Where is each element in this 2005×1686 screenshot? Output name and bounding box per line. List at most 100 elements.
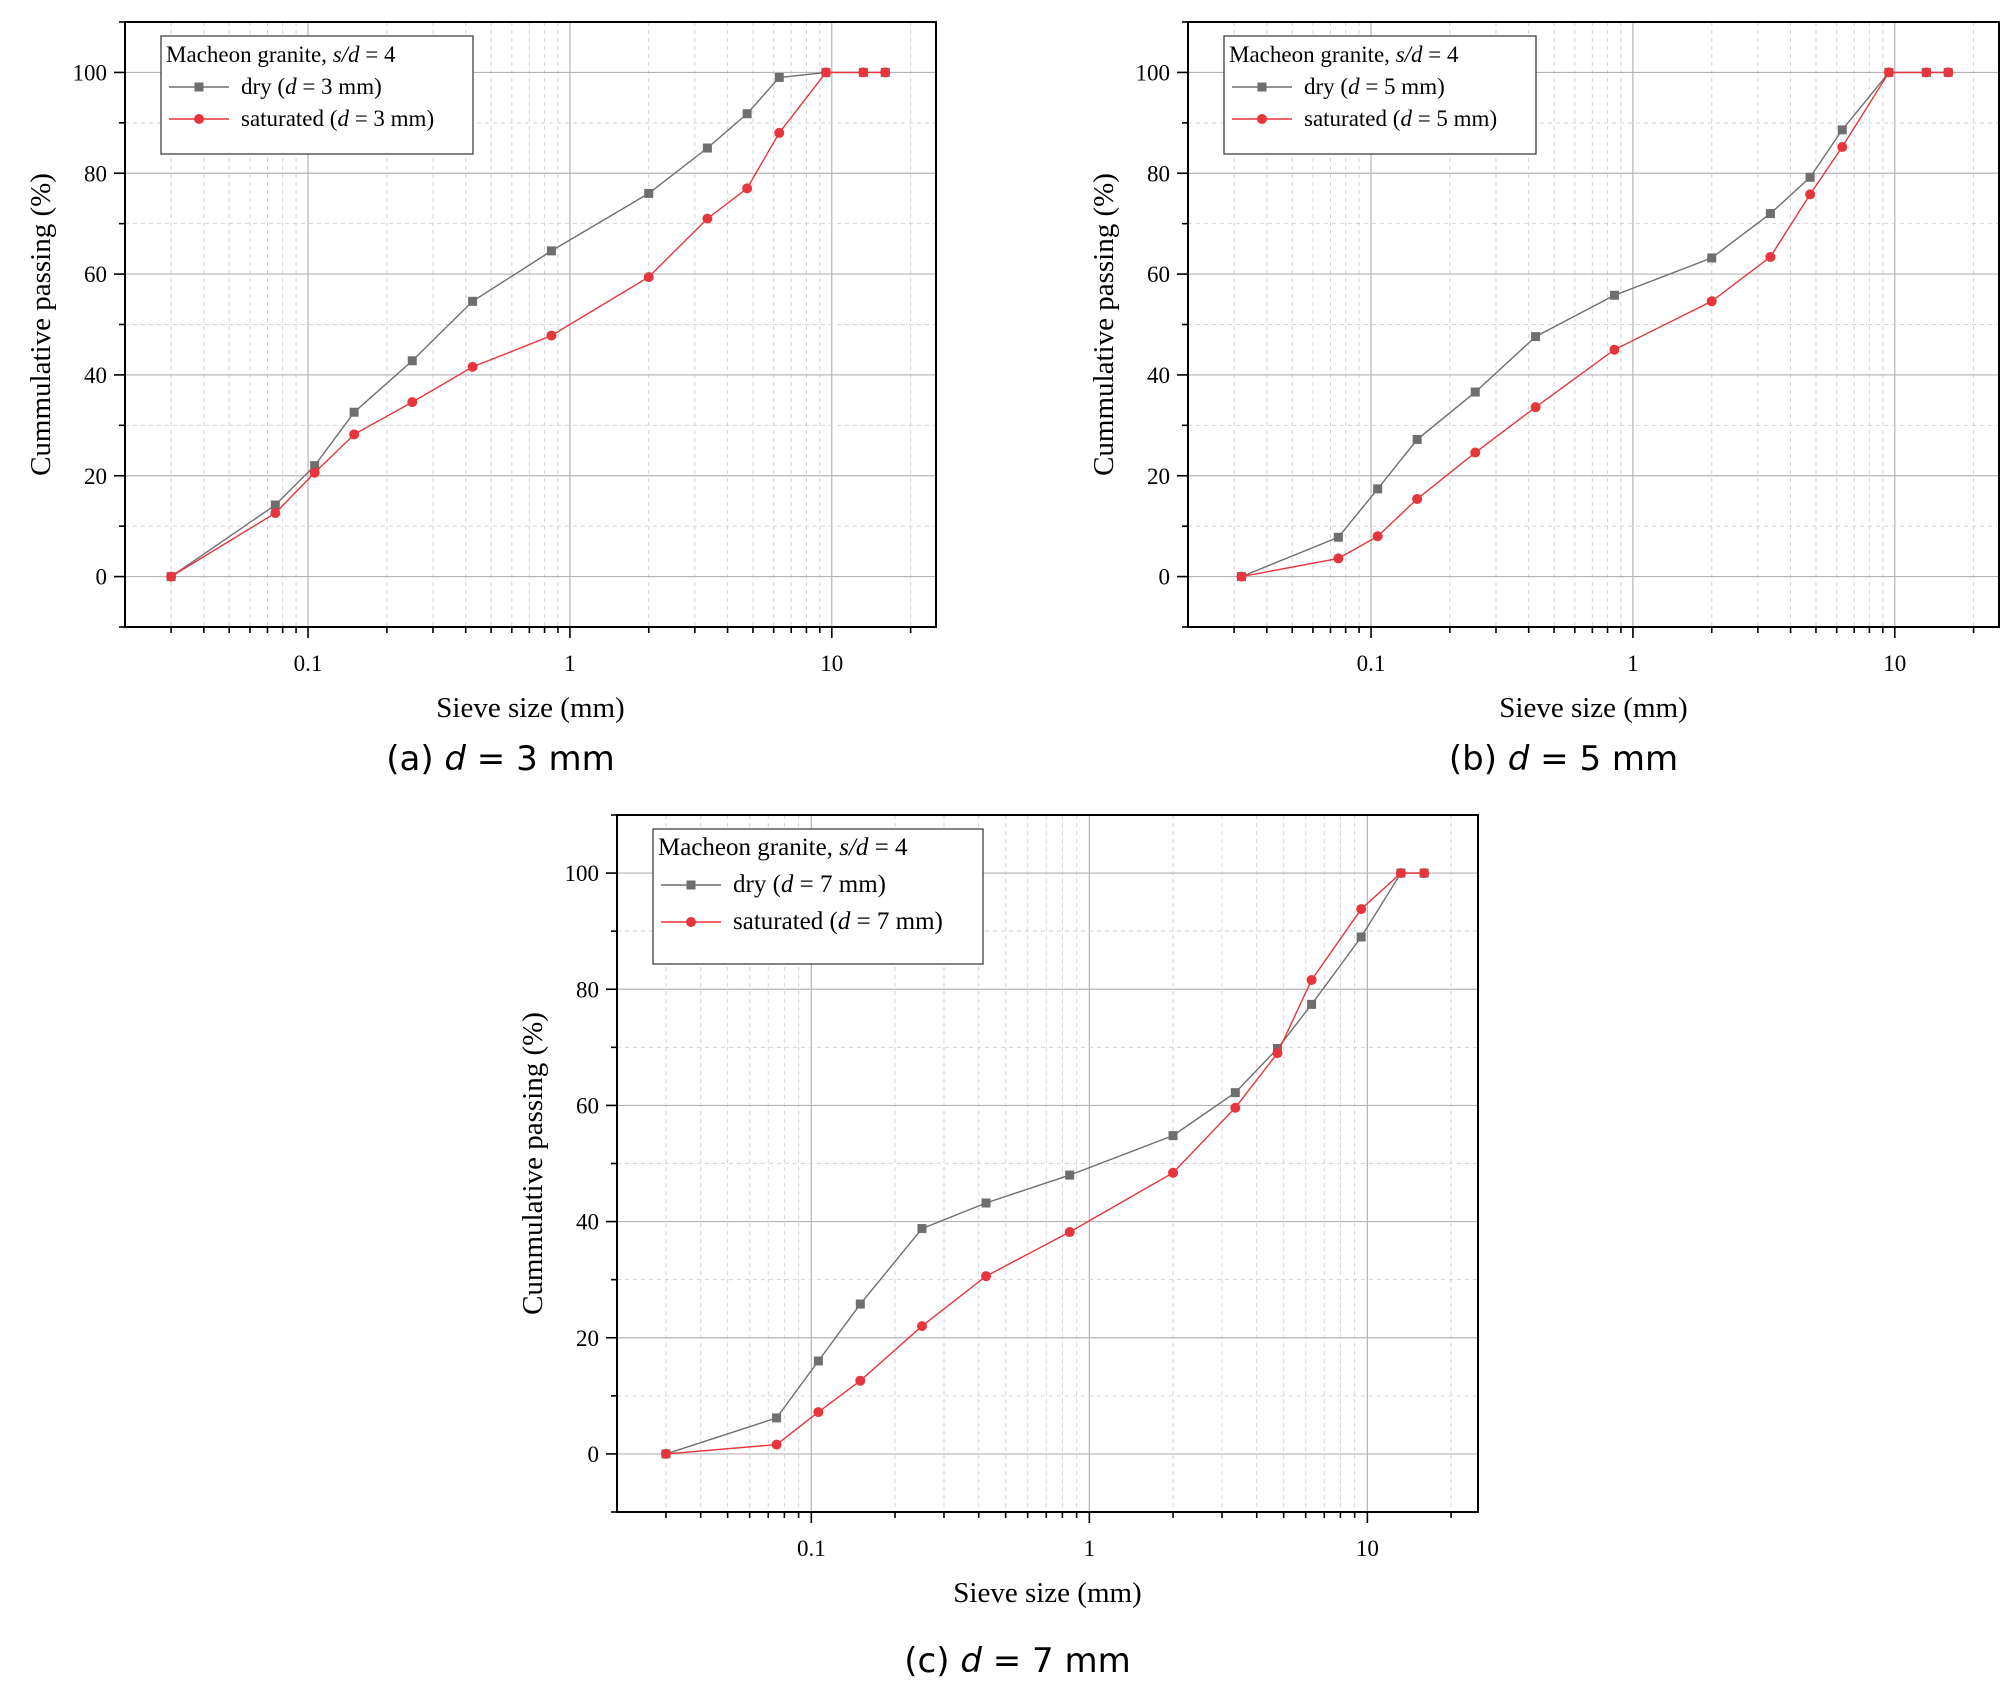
y-tick-label: 20 [84, 464, 107, 489]
data-point [1921, 67, 1932, 78]
legend-marker [686, 880, 696, 890]
series-saturated [166, 67, 891, 582]
data-point [1470, 447, 1481, 458]
data-point [813, 1407, 824, 1418]
data-point [1168, 1167, 1179, 1178]
x-tick-label: 1 [1627, 651, 1639, 676]
y-tick-label: 0 [588, 1442, 600, 1467]
data-point [644, 188, 654, 198]
x-tick-label: 0.1 [1357, 651, 1386, 676]
data-point [1168, 1131, 1178, 1141]
data-point [309, 467, 320, 478]
data-point [742, 183, 753, 194]
data-point [1837, 142, 1848, 153]
data-point [1609, 344, 1620, 355]
legend-entry-saturated: saturated (d = 3 mm) [169, 106, 434, 131]
series-line [665, 872, 1425, 1455]
series-line [1241, 71, 1949, 578]
data-point [1943, 67, 1954, 78]
legend-label: saturated (d = 5 mm) [1304, 106, 1497, 131]
legend-label: dry (d = 7 mm) [733, 871, 886, 898]
legend-entry-dry: dry (d = 3 mm) [169, 74, 382, 99]
data-point [1333, 553, 1344, 564]
data-point [813, 1356, 823, 1366]
y-tick-label: 20 [1147, 464, 1170, 489]
data-point [1419, 868, 1430, 879]
series-line [1241, 71, 1949, 578]
data-point [310, 461, 320, 471]
panel-caption: (a) d = 3 mm [386, 739, 615, 779]
x-axis-label: Sieve size (mm) [953, 1577, 1141, 1609]
y-tick-label: 40 [84, 363, 107, 388]
legend-marker [686, 917, 696, 927]
data-point [1064, 1227, 1075, 1238]
series-line [665, 872, 1425, 1455]
y-tick-label: 80 [1147, 161, 1170, 186]
x-axis-ticks: 0.1 1 10 [665, 1512, 1452, 1561]
data-point [1236, 571, 1247, 582]
legend-title: Macheon granite, s/d = 4 [166, 42, 396, 67]
data-point [1306, 974, 1317, 985]
legend-entry-saturated: saturated (d = 5 mm) [1232, 106, 1497, 131]
data-point [858, 67, 869, 78]
data-point [774, 72, 784, 82]
data-point [1356, 932, 1366, 942]
panel-caption: (c) d = 7 mm [904, 1641, 1130, 1681]
x-tick-label: 10 [1356, 1536, 1379, 1561]
legend-box [160, 35, 474, 155]
series-dry [1236, 67, 1953, 582]
data-point [820, 67, 831, 78]
data-point [1837, 125, 1847, 135]
x-tick-label: 0.1 [797, 1536, 826, 1561]
data-point [660, 1448, 671, 1459]
y-tick-label: 40 [1147, 363, 1170, 388]
data-point [270, 508, 281, 519]
data-point [1307, 999, 1317, 1009]
data-point [1706, 296, 1717, 307]
y-tick-label: 0 [1159, 565, 1171, 590]
x-tick-label: 0.1 [294, 651, 323, 676]
y-tick-label: 100 [1136, 60, 1171, 85]
legend-marker [194, 114, 204, 124]
x-axis-ticks: 0.1 1 10 [170, 627, 912, 676]
legend-marker [194, 82, 204, 92]
x-tick-label: 10 [1883, 651, 1906, 676]
panel-caption: (b) d = 5 mm [1449, 739, 1678, 779]
data-point [1373, 484, 1383, 494]
data-point [1412, 434, 1422, 444]
y-axis-ticks: 0 20 40 60 80 100 [565, 814, 617, 1513]
legend-box [652, 828, 984, 965]
data-point [855, 1375, 866, 1386]
y-tick-label: 0 [96, 565, 108, 590]
data-point [981, 1198, 991, 1208]
x-tick-label: 1 [1084, 1536, 1096, 1561]
legend-marker [1257, 82, 1267, 92]
data-point [468, 296, 478, 306]
legend-label: saturated (d = 3 mm) [241, 106, 434, 131]
data-point [981, 1271, 992, 1282]
legend-label: dry (d = 3 mm) [241, 74, 382, 99]
data-point [772, 1413, 782, 1423]
data-point [880, 67, 891, 78]
data-point [1333, 532, 1343, 542]
grid [125, 22, 936, 627]
data-point [407, 356, 417, 366]
data-point [349, 429, 360, 440]
legend-marker [1257, 114, 1267, 124]
data-point [855, 1299, 865, 1309]
data-point [643, 272, 654, 283]
data-point [917, 1224, 927, 1234]
x-axis-ticks: 0.1 1 10 [1233, 627, 1975, 676]
data-point [1805, 189, 1816, 200]
y-tick-label: 100 [73, 60, 108, 85]
data-point [1707, 253, 1717, 263]
legend-entry-saturated: saturated (d = 7 mm) [661, 908, 943, 935]
series-line [170, 71, 886, 578]
data-point [1412, 493, 1423, 504]
legend: Macheon granite, s/d = 4 dry (d = 5 mm) sa… [1223, 35, 1537, 155]
x-axis-label: Sieve size (mm) [436, 692, 624, 724]
data-point [349, 407, 359, 417]
data-point [702, 213, 713, 224]
data-point [1883, 67, 1894, 78]
